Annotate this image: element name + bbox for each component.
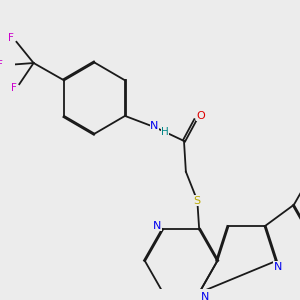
Text: N: N — [150, 121, 159, 130]
Text: F: F — [0, 60, 3, 70]
Text: F: F — [8, 33, 14, 43]
Text: H: H — [161, 127, 169, 137]
Text: S: S — [194, 196, 201, 206]
Text: F: F — [11, 83, 16, 93]
Text: N: N — [274, 262, 282, 272]
Text: N: N — [201, 292, 209, 300]
Text: N: N — [153, 220, 161, 231]
Text: O: O — [197, 111, 206, 121]
